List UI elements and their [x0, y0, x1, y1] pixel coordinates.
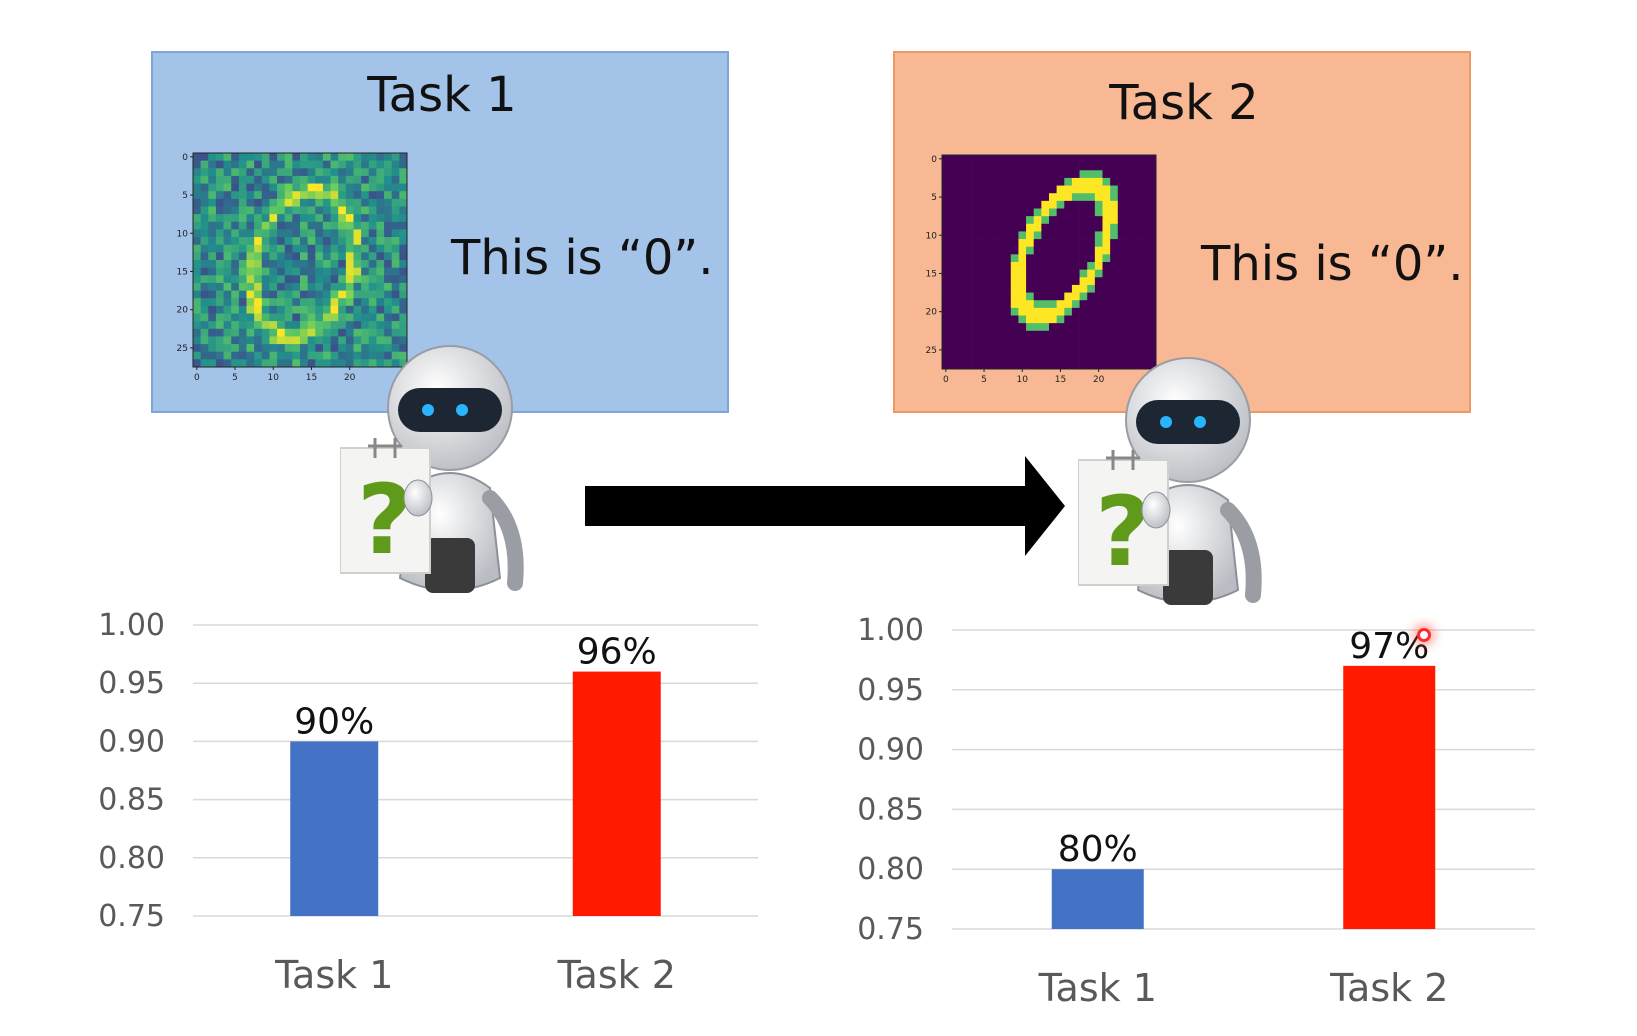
data-label: 96%: [577, 632, 657, 673]
digit-x-tick: 5: [232, 373, 238, 383]
right-arrow-icon: [585, 456, 1065, 556]
bar: [1343, 665, 1436, 929]
y-tick-label: 1.00: [857, 613, 924, 648]
y-tick-label: 0.90: [98, 724, 165, 759]
x-tick-label: Task 2: [557, 953, 676, 997]
digit-x-tick: 15: [1055, 375, 1066, 385]
y-tick-label: 0.95: [857, 673, 924, 708]
data-label: 97%: [1349, 626, 1429, 667]
digit-x-tick: 0: [194, 373, 200, 383]
digit-x-tick: 15: [306, 373, 317, 383]
digit-y-tick: 15: [926, 269, 937, 279]
digit-y-tick: 15: [177, 267, 188, 277]
digit-y-tick: 25: [177, 344, 188, 354]
task1-title: Task 1: [367, 67, 517, 123]
task2-panel: Task 2 0 5 10 15 20 0 5 10 15 20 25 This is “0”.: [893, 51, 1471, 413]
digit-y-tick: 5: [931, 193, 937, 203]
bar-chart-after: 1.00 0.95 0.90 0.85 0.80 0.75 80% Task 1 97% Task…: [857, 613, 1535, 1010]
data-label: 90%: [294, 701, 374, 742]
y-tick-label: 0.80: [857, 852, 924, 887]
digit-y-tick: 10: [926, 231, 938, 241]
digit-x-tick: 20: [344, 373, 356, 383]
bar-chart-before: 1.00 0.95 0.90 0.85 0.80 0.75 90% Task 1 96% Task…: [98, 608, 758, 997]
y-tick-label: 0.95: [98, 666, 165, 701]
question-mark-icon: ?: [357, 464, 413, 576]
y-tick-label: 1.00: [98, 608, 165, 643]
bar: [290, 741, 379, 916]
bar: [572, 671, 661, 916]
task2-title: Task 2: [1109, 75, 1259, 131]
y-tick-label: 0.90: [857, 733, 924, 768]
bar: [1051, 869, 1144, 929]
digit-y-tick: 20: [926, 308, 938, 318]
task1-panel: Task 1 0 5 10 15 20 0 5 10 15 20 25 This is “0”.: [151, 51, 729, 413]
task1-caption: This is “0”.: [451, 230, 714, 286]
task2-digit-image: 0 5 10 15 20 0 5 10 15 20 25: [926, 154, 1157, 385]
digit-y-tick: 10: [177, 229, 189, 239]
y-tick-label: 0.85: [857, 792, 924, 827]
digit-y-tick: 0: [931, 155, 937, 165]
digit-pixels: [193, 153, 408, 368]
digit-x-tick: 20: [1093, 375, 1105, 385]
y-tick-label: 0.75: [98, 899, 165, 934]
digit-x-tick: 0: [943, 375, 949, 385]
digit-pixels: [942, 155, 1157, 370]
digit-x-tick: 5: [981, 375, 987, 385]
robot-icon: ?: [340, 345, 524, 593]
x-tick-label: Task 2: [1329, 966, 1448, 1010]
y-tick-label: 0.80: [98, 841, 165, 876]
digit-y-tick: 20: [177, 306, 189, 316]
digit-y-tick: 25: [926, 346, 937, 356]
question-mark-icon: ?: [1095, 476, 1151, 588]
data-label: 80%: [1058, 829, 1138, 870]
digit-x-tick: 10: [268, 373, 280, 383]
task2-caption: This is “0”.: [1201, 236, 1464, 292]
digit-y-tick: 0: [182, 153, 188, 163]
digit-y-tick: 5: [182, 191, 188, 201]
pointer-dot-icon: [1417, 628, 1431, 642]
x-tick-label: Task 1: [274, 953, 393, 997]
x-tick-label: Task 1: [1038, 966, 1157, 1010]
y-tick-label: 0.85: [98, 783, 165, 818]
digit-x-tick: 10: [1017, 375, 1029, 385]
task1-digit-image: 0 5 10 15 20 0 5 10 15 20 25: [177, 152, 408, 383]
robot-icon: ?: [1078, 357, 1262, 605]
y-tick-label: 0.75: [857, 912, 924, 947]
